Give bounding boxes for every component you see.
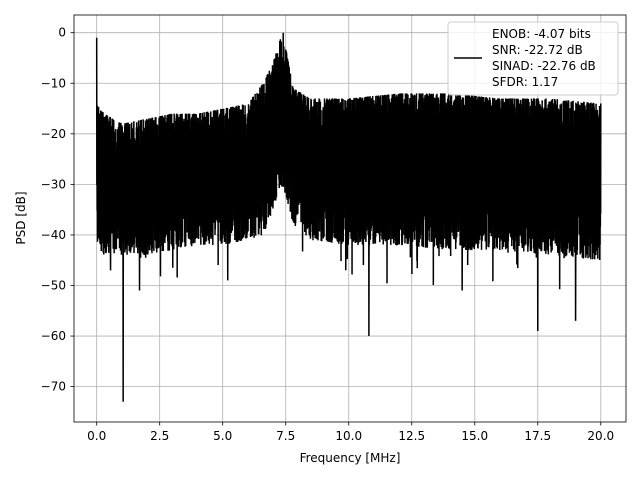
x-tick-label: 12.5 [398, 429, 425, 443]
x-tick-label: 0.0 [87, 429, 106, 443]
y-tick-label: −60 [41, 329, 66, 343]
legend-enob: ENOB: -4.07 bits [492, 27, 591, 41]
legend-sinad: SINAD: -22.76 dB [492, 59, 596, 73]
y-tick-label: −40 [41, 228, 66, 242]
y-tick-label: −70 [41, 380, 66, 394]
y-tick-label: −50 [41, 278, 66, 292]
x-tick-label: 20.0 [587, 429, 614, 443]
x-axis-label: Frequency [MHz] [300, 451, 401, 465]
y-axis: 0 −10 −20 −30 −40 −50 −60 −70 [41, 26, 74, 394]
plot-frame [73, 14, 627, 423]
y-tick-label: −20 [41, 127, 66, 141]
y-tick-label: 0 [58, 26, 66, 40]
y-tick-label: −30 [41, 177, 66, 191]
plot-area [95, 32, 602, 402]
x-tick-label: 5.0 [213, 429, 232, 443]
x-axis: 0.0 2.5 5.0 7.5 10.0 12.5 15.0 17.5 20.0 [87, 422, 614, 443]
y-tick-label: −10 [41, 76, 66, 90]
legend: ENOB: -4.07 bits SNR: -22.72 dB SINAD: -… [447, 21, 619, 96]
x-tick-label: 10.0 [335, 429, 362, 443]
x-tick-label: 7.5 [276, 429, 295, 443]
x-tick-label: 15.0 [461, 429, 488, 443]
legend-sfdr: SFDR: 1.17 [492, 75, 558, 89]
legend-snr: SNR: -22.72 dB [492, 43, 583, 57]
x-tick-label: 17.5 [524, 429, 551, 443]
legend-box [447, 21, 619, 96]
x-tick-label: 2.5 [150, 429, 169, 443]
y-axis-label: PSD [dB] [14, 191, 28, 244]
psd-series-line [95, 32, 602, 402]
